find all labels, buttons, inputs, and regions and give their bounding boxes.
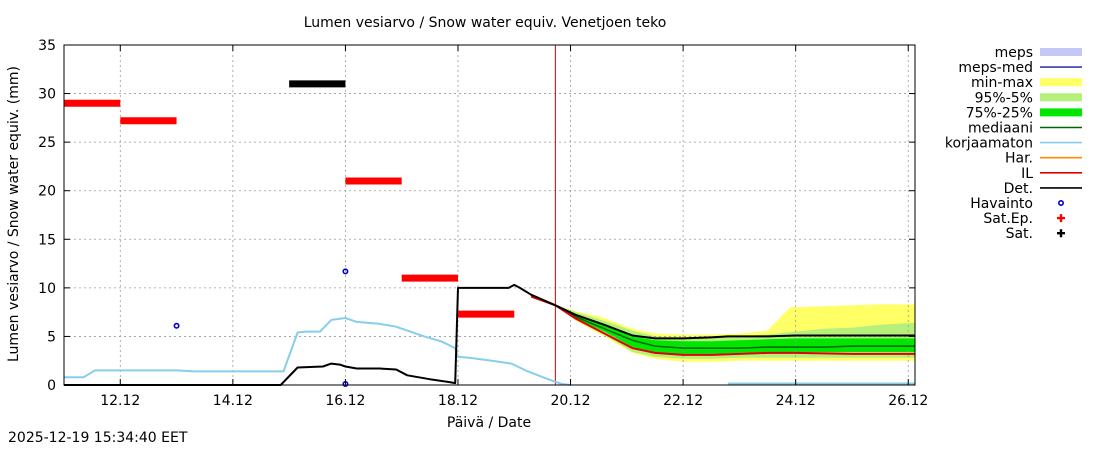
y-tick-label: 5 [47,329,56,345]
x-tick-label: 22.12 [663,393,703,409]
legend-label: meps-med [958,60,1033,76]
y-axis-label: Lumen vesiarvo / Snow water equiv. (mm) [6,66,22,362]
y-tick-label: 25 [38,135,56,151]
legend-label: Har. [1005,151,1033,167]
x-tick-label: 26.12 [888,393,928,409]
series-det [64,283,915,386]
x-axis-label: Päivä / Date [447,415,531,431]
y-tick-label: 35 [38,38,56,54]
y-tick-label: 0 [47,378,56,394]
x-tick-label: 12.12 [100,393,140,409]
legend-label: korjaamaton [945,136,1033,152]
y-tick-label: 30 [38,87,56,103]
plot-frame [63,44,916,386]
legend-swatch [1040,78,1082,87]
series-mediaani [555,304,915,349]
y-tick-label: 10 [38,281,56,297]
legend-label: mediaani [968,121,1033,137]
legend-label: Havainto [970,196,1033,212]
legend-swatch [1057,229,1065,238]
chart-title: Lumen vesiarvo / Snow water equiv. Venet… [304,15,667,31]
legend-label: 95%-5% [975,90,1033,106]
legend-label: min-max [971,75,1033,91]
legend-swatch [1040,93,1082,102]
grid [64,45,915,385]
havainto-point [342,268,349,275]
band-75-25 [555,305,915,354]
series-lines [64,283,915,386]
legend-swatch [1040,108,1082,117]
legend-swatch [1040,48,1082,56]
legend-label: IL [1021,166,1033,182]
x-tick-label: 24.12 [776,393,816,409]
legend-swatch [1057,214,1065,223]
axis-ticks: 0 5 10 15 20 25 30 35 12.12 14.12 16.12 18.12 20.12 2… [38,38,928,409]
legend-label: Sat.Ep. [983,211,1033,227]
havainto-point [173,322,180,329]
plot-border [63,44,916,386]
legend-label: 75%-25% [966,105,1033,121]
x-tick-label: 16.12 [325,393,365,409]
legend-label: meps [995,45,1033,61]
series-il [530,295,915,356]
y-tick-label: 15 [38,232,56,248]
x-tick-label: 14.12 [213,393,253,409]
legend-label: Det. [1004,181,1033,197]
footer-timestamp: 2025-12-19 15:34:40 EET [8,430,188,446]
legend-label: Sat. [1006,226,1033,242]
observation-points [64,80,515,388]
legend-swatch [1058,200,1065,207]
y-tick-label: 20 [38,184,56,200]
series-korjaamaton [64,317,571,386]
x-tick-label: 18.12 [438,393,478,409]
legend: mepsmeps-medmin-max95%-5%75%-25%mediaani… [945,45,1082,242]
x-tick-label: 20.12 [551,393,591,409]
